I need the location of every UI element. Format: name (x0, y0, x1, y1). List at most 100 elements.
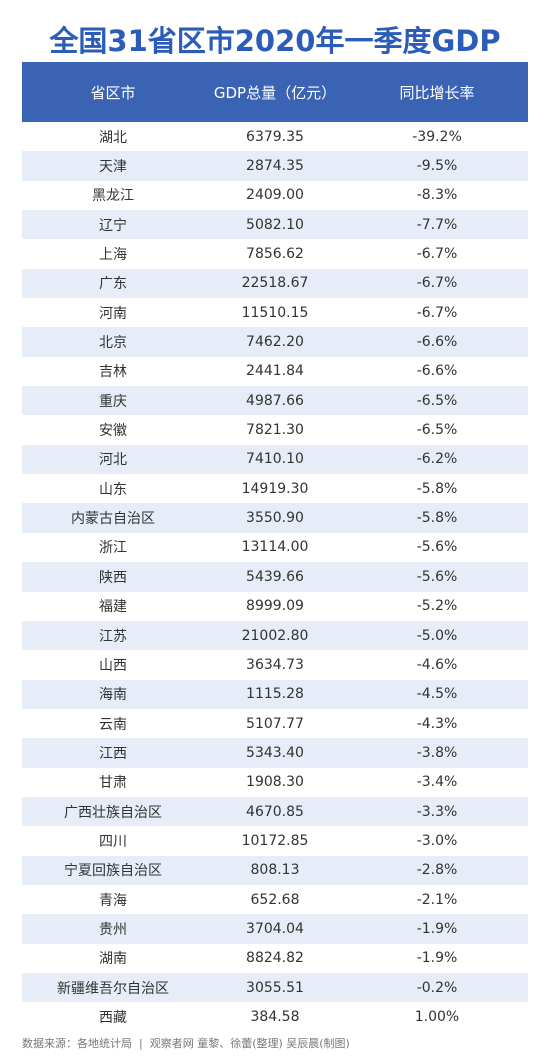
cell: 8999.09 (246, 598, 304, 615)
cell: 江苏 (99, 628, 127, 645)
table-row: 广西壮族自治区 4670.85 -3.3% (22, 796, 528, 827)
cell: 内蒙古自治区 (71, 511, 155, 528)
cell: 21002.80 (241, 627, 309, 644)
table: 省区市 GDP总量（亿元） 同比增长率 湖北 6379.35 -39.2% 天津 2874.3… (22, 62, 528, 1032)
cell: -4.5% (416, 686, 458, 703)
table-row: 山西 3634.73 -4.6% (22, 650, 528, 679)
cell: 3055.51 (246, 979, 304, 996)
cell: 广西壮族自治区 (64, 804, 162, 821)
cell: 1.00% (414, 1008, 460, 1025)
cell: 10172.85 (241, 832, 309, 849)
cell: 7821.30 (246, 422, 304, 439)
cell: -0.2% (416, 979, 458, 996)
cell: 8824.82 (246, 950, 304, 967)
table-row: 河南 11510.15 -6.7% (22, 298, 528, 327)
cell: 3704.04 (246, 920, 304, 937)
cell: -1.9% (416, 950, 458, 967)
cell: 1908.30 (246, 774, 304, 791)
cell: 广东 (99, 276, 127, 293)
table-row: 贵州 3704.04 -1.9% (22, 914, 528, 944)
table-row: 辽宁 5082.10 -7.7% (22, 210, 528, 240)
cell: -6.7% (416, 275, 458, 292)
cell: 上海 (99, 247, 127, 264)
cell: 黑龙江 (92, 188, 134, 205)
cell: -3.3% (416, 803, 458, 820)
cell: 22518.67 (241, 275, 309, 292)
cell: 1115.28 (246, 686, 304, 703)
cell: 652.68 (250, 891, 300, 908)
table-row: 上海 7856.62 -6.7% (22, 239, 528, 268)
cell: -39.2% (412, 128, 462, 145)
table-row: 江西 5343.40 -3.8% (22, 738, 528, 768)
cell: 四川 (99, 833, 127, 850)
cell: 2409.00 (246, 187, 304, 204)
cell: -5.6% (416, 539, 458, 556)
header-cell: 省区市 (90, 83, 136, 102)
table-row: 重庆 4987.66 -6.5% (22, 386, 528, 416)
table-row: 广东 22518.67 -6.7% (22, 268, 528, 299)
cell: 河南 (99, 305, 127, 322)
cell: -3.8% (416, 744, 458, 761)
cell: 福建 (99, 599, 127, 616)
cell: -4.6% (416, 656, 458, 673)
cell: 海南 (99, 687, 127, 704)
table-row: 天津 2874.35 -9.5% (22, 151, 528, 181)
cell: -1.9% (416, 920, 458, 937)
cell: -6.5% (416, 422, 458, 439)
cell: -6.2% (416, 451, 458, 468)
table-row: 内蒙古自治区 3550.90 -5.8% (22, 503, 528, 533)
cell: 青海 (99, 892, 127, 909)
cell: -3.4% (416, 774, 458, 791)
cell: 4670.85 (246, 803, 304, 820)
cell: 重庆 (99, 393, 127, 410)
cell: 山西 (99, 657, 127, 674)
cell: -5.2% (416, 598, 458, 615)
cell: 384.58 (250, 1008, 300, 1025)
cell: -6.5% (416, 392, 458, 409)
cell: 11510.15 (241, 304, 309, 321)
cell: 河北 (99, 452, 127, 469)
title: 全国31省区市2020年一季度GDP (49, 24, 501, 58)
cell: 5107.77 (246, 715, 304, 732)
cell: 4987.66 (246, 392, 304, 409)
cell: 湖南 (99, 951, 127, 968)
cell: -5.0% (416, 627, 458, 644)
cell: -6.7% (416, 304, 458, 321)
cell: 5439.66 (246, 568, 304, 585)
cell: 甘肃 (99, 775, 127, 792)
cell: -6.6% (416, 334, 458, 351)
cell: -2.8% (416, 862, 458, 879)
cell: 安徽 (99, 423, 127, 440)
cell: -8.3% (416, 187, 458, 204)
table-row: 安徽 7821.30 -6.5% (22, 415, 528, 444)
cell: 6379.35 (246, 128, 304, 145)
cell: -9.5% (416, 158, 458, 175)
cell: -5.6% (416, 568, 458, 585)
cell: 天津 (99, 159, 127, 176)
cell: 吉林 (99, 364, 127, 381)
cell: 新疆维吾尔自治区 (57, 980, 169, 997)
cell: 3634.73 (246, 656, 304, 673)
cell: 5082.10 (246, 216, 304, 233)
cell: 陕西 (99, 569, 127, 586)
table-row: 湖北 6379.35 -39.2% (22, 122, 528, 151)
cell: 7856.62 (246, 246, 304, 263)
table-row: 西藏 384.58 1.00% (22, 1002, 528, 1031)
cell: 14919.30 (241, 480, 309, 497)
table-row: 浙江 13114.00 -5.6% (22, 533, 528, 562)
cell: 7462.20 (246, 334, 304, 351)
cell: 808.13 (250, 862, 300, 879)
table-row: 吉林 2441.84 -6.6% (22, 357, 528, 386)
cell: -3.0% (416, 832, 458, 849)
cell: -5.8% (416, 510, 458, 527)
header-cell: 同比增长率 (399, 83, 475, 102)
table-row: 黑龙江 2409.00 -8.3% (22, 181, 528, 210)
cell: 5343.40 (246, 744, 304, 761)
table-row: 云南 5107.77 -4.3% (22, 709, 528, 738)
cell: 江西 (99, 745, 127, 762)
cell: 辽宁 (99, 217, 127, 234)
cell: 13114.00 (241, 539, 309, 556)
table-row: 江苏 21002.80 -5.0% (22, 620, 528, 651)
cell: 西藏 (99, 1009, 127, 1026)
